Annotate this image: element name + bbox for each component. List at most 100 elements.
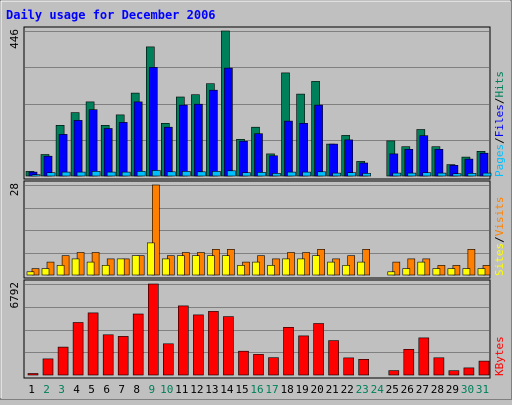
bar-sites-day-28 bbox=[432, 268, 441, 276]
day-label-30: 30 bbox=[461, 383, 474, 396]
bar-sites-day-9 bbox=[147, 242, 155, 276]
bar-kbytes-day-9 bbox=[148, 283, 159, 376]
series-legend-label: Pages/Files/Hits bbox=[493, 71, 506, 177]
bar-kbytes-day-4 bbox=[72, 322, 84, 376]
day-label-10: 10 bbox=[160, 383, 173, 396]
bar-kbytes-day-1 bbox=[27, 373, 39, 376]
legend-part: KBytes bbox=[493, 336, 506, 376]
day-label-29: 29 bbox=[446, 383, 459, 396]
bar-kbytes-day-12 bbox=[193, 314, 204, 376]
legend-part: Hits bbox=[493, 71, 506, 98]
bar-sites-day-17 bbox=[267, 265, 275, 276]
bar-pages-day-4 bbox=[76, 171, 86, 177]
bar-files-day-11 bbox=[179, 104, 188, 177]
bar-sites-day-20 bbox=[312, 255, 320, 276]
bar-pages-day-25 bbox=[392, 172, 402, 177]
day-label-19: 19 bbox=[295, 383, 308, 396]
bar-kbytes-day-8 bbox=[132, 313, 144, 376]
bar-pages-day-30 bbox=[467, 173, 477, 177]
bar-kbytes-day-6 bbox=[102, 334, 114, 376]
bar-pages-day-20 bbox=[317, 171, 326, 177]
legend-part: Files bbox=[493, 104, 506, 137]
bar-kbytes-day-26 bbox=[403, 348, 415, 376]
y-max-label: 6792 bbox=[8, 282, 21, 309]
bar-sites-day-14 bbox=[222, 255, 230, 276]
bar-sites-day-13 bbox=[207, 255, 215, 276]
bar-files-day-22 bbox=[344, 139, 354, 177]
bar-sites-day-29 bbox=[447, 268, 456, 276]
bar-sites-day-1 bbox=[26, 271, 35, 276]
bar-kbytes-day-13 bbox=[208, 311, 219, 376]
bar-pages-day-31 bbox=[482, 172, 492, 177]
bar-pages-day-12 bbox=[197, 171, 206, 177]
bar-kbytes-day-7 bbox=[117, 336, 129, 376]
bar-pages-day-11 bbox=[182, 171, 191, 177]
bar-pages-day-1 bbox=[31, 174, 41, 177]
day-label-31: 31 bbox=[476, 383, 489, 396]
x-axis-day-labels: 1 2 3 4 5 6 7 8 9 10 11 12 13 14 15 16 17 18 19 20 21 22 23 24 2… bbox=[28, 383, 489, 396]
bar-files-day-26 bbox=[404, 149, 414, 177]
bar-visits-day-26 bbox=[407, 258, 416, 276]
bar-kbytes-day-25 bbox=[388, 370, 400, 376]
bar-files-day-7 bbox=[118, 122, 128, 177]
bar-kbytes-day-2 bbox=[42, 358, 54, 376]
chart-title: Daily usage for December 2006 bbox=[6, 8, 216, 22]
day-label-27: 27 bbox=[416, 383, 429, 396]
day-label-14: 14 bbox=[220, 383, 234, 396]
panel-kbytes: 6792 KBytes bbox=[8, 279, 506, 379]
bar-files-day-25 bbox=[389, 153, 399, 177]
bar-pages-day-7 bbox=[121, 171, 131, 177]
bar-kbytes-day-3 bbox=[57, 346, 69, 376]
bar-sites-day-3 bbox=[56, 265, 65, 276]
bar-files-day-6 bbox=[103, 128, 113, 177]
legend-part: / bbox=[493, 236, 506, 243]
bar-sites-day-25 bbox=[387, 271, 396, 276]
bar-sites-day-4 bbox=[71, 258, 80, 276]
day-label-13: 13 bbox=[205, 383, 218, 396]
bar-sites-day-10 bbox=[162, 258, 170, 276]
bar-kbytes-day-5 bbox=[87, 312, 99, 376]
bar-pages-day-18 bbox=[287, 171, 296, 177]
bar-files-day-10 bbox=[164, 126, 173, 177]
bar-pages-day-5 bbox=[91, 171, 101, 177]
bar-kbytes-day-22 bbox=[343, 357, 355, 376]
bar-files-day-9 bbox=[149, 67, 158, 177]
bar-sites-day-30 bbox=[462, 268, 471, 276]
bar-files-day-28 bbox=[434, 149, 444, 177]
bar-files-day-13 bbox=[209, 89, 218, 177]
bar-sites-day-2 bbox=[41, 268, 50, 276]
bar-files-day-31 bbox=[479, 152, 489, 177]
day-label-8: 8 bbox=[133, 383, 140, 396]
bar-kbytes-day-19 bbox=[298, 335, 309, 376]
bar-kbytes-day-15 bbox=[238, 350, 249, 376]
bar-files-day-20 bbox=[314, 104, 323, 177]
bar-visits-day-9 bbox=[152, 184, 160, 276]
day-label-11: 11 bbox=[175, 383, 188, 396]
day-label-16: 16 bbox=[250, 383, 263, 396]
bar-files-day-15 bbox=[239, 140, 248, 177]
bar-files-day-17 bbox=[269, 155, 278, 177]
bar-files-day-18 bbox=[284, 120, 293, 177]
legend-part: / bbox=[493, 137, 506, 144]
day-label-18: 18 bbox=[280, 383, 293, 396]
bar-pages-day-23 bbox=[362, 173, 372, 177]
bar-sites-day-12 bbox=[192, 255, 200, 276]
day-label-23: 23 bbox=[356, 383, 369, 396]
bar-pages-day-13 bbox=[212, 171, 221, 177]
day-label-6: 6 bbox=[103, 383, 110, 396]
bar-files-day-21 bbox=[329, 143, 338, 177]
bar-files-day-14 bbox=[224, 67, 233, 177]
day-label-22: 22 bbox=[341, 383, 354, 396]
bar-files-day-19 bbox=[299, 123, 308, 177]
day-label-25: 25 bbox=[386, 383, 399, 396]
bar-files-day-12 bbox=[194, 103, 203, 177]
bar-kbytes-day-21 bbox=[328, 340, 339, 376]
bar-kbytes-day-16 bbox=[253, 354, 264, 376]
bar-sites-day-7 bbox=[116, 258, 125, 276]
bar-pages-day-21 bbox=[332, 172, 341, 177]
y-max-label: 28 bbox=[8, 183, 21, 196]
day-label-21: 21 bbox=[326, 383, 339, 396]
panel-visits-sites: 28 Sites/Visits bbox=[8, 180, 506, 279]
day-label-26: 26 bbox=[401, 383, 414, 396]
legend-part: / bbox=[493, 98, 506, 105]
